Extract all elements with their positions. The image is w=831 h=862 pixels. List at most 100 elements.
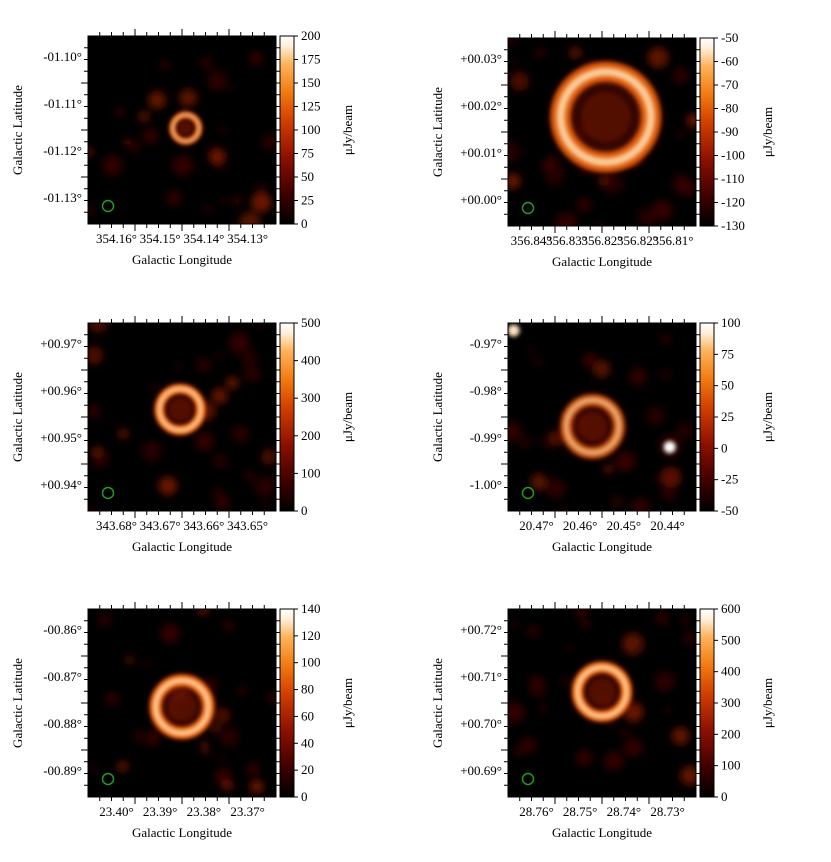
colorbar-label: μJy/beam (340, 678, 355, 728)
y-tick-label: -00.86° (43, 622, 82, 637)
colorbar-tick-label: 300 (301, 390, 321, 405)
colorbar-tick-label: -90 (721, 124, 738, 139)
point-source (663, 441, 676, 454)
colorbar-gradient (699, 322, 715, 512)
colorbar-tick-label: -70 (721, 77, 738, 92)
axis-ticks (81, 316, 283, 518)
y-axis-label: Galactic Latitude (430, 658, 445, 748)
colorbar: 140 120 100 80 60 40 20 0 μJy/beam (279, 601, 355, 804)
colorbar-tick-label: 100 (301, 465, 321, 480)
axis-ticks (501, 316, 703, 518)
y-tick-label: +00.72° (460, 622, 502, 637)
x-tick-label: 23.38° (187, 804, 221, 819)
colorbar-label: μJy/beam (340, 392, 355, 442)
x-tick-label: 20.45° (607, 518, 641, 533)
colorbar-tick-label: 150 (301, 75, 321, 90)
colorbar-tick-label: 75 (721, 346, 734, 361)
x-tick-label: 356.83° (546, 233, 587, 248)
x-axis-label: Galactic Longitude (132, 825, 232, 840)
beam-circle (521, 201, 535, 215)
colorbar-tick-label: 140 (301, 601, 321, 616)
x-tick-label: 343.65° (227, 518, 268, 533)
y-tick-label: -00.88° (43, 716, 82, 731)
y-tick-label: +00.69° (460, 763, 502, 778)
y-axis-label: Galactic Latitude (430, 87, 445, 177)
y-tick-label: +00.71° (460, 669, 502, 684)
x-tick-label: 343.67° (140, 518, 181, 533)
x-tick-label: 354.16° (96, 231, 137, 246)
colorbar-tick-label: -50 (721, 503, 738, 518)
colorbar-tick-label: 175 (301, 52, 321, 67)
source-ring (549, 60, 663, 174)
y-tick-label: +00.94° (40, 477, 82, 492)
colorbar-tick-label: 100 (721, 315, 741, 330)
colorbar: -50 -60 -70 -80 -90 -100 -110 -120 -130 μJy/beam (699, 30, 775, 233)
radio-image (89, 609, 276, 794)
y-axis-label: Galactic Latitude (430, 372, 445, 462)
y-tick-label: +00.96° (40, 383, 82, 398)
x-tick-label: 356.82° (617, 233, 658, 248)
colorbar-tick-label: -100 (721, 148, 745, 163)
colorbar-label: μJy/beam (340, 105, 355, 155)
colorbar-gradient (279, 608, 295, 798)
x-tick-label: 343.68° (96, 518, 137, 533)
colorbar-label: μJy/beam (760, 678, 775, 728)
colorbar-tick-label: 80 (301, 682, 314, 697)
colorbar-tick-label: 200 (301, 28, 321, 43)
colorbar-tick-label: -110 (721, 171, 744, 186)
colorbar-tick-label: 100 (301, 655, 321, 670)
source-ring (154, 383, 206, 436)
y-tick-label: +00.02° (460, 98, 502, 113)
beam-circle (101, 199, 115, 213)
radio-image (88, 323, 276, 511)
colorbar: 100 75 50 25 0 -25 -50 μJy/beam (699, 315, 775, 518)
x-tick-label: 20.47° (519, 518, 553, 533)
colorbar: 200 175 150 125 100 75 50 25 0 μJy/beam (279, 28, 355, 231)
x-tick-label: 354.14° (183, 231, 224, 246)
colorbar-gradient (279, 35, 295, 225)
panel-p5: 23.40° 23.39° 23.38° 23.37° -00.86° -00.87° -0… (10, 601, 355, 840)
x-tick-label: 343.66° (183, 518, 224, 533)
colorbar-tick-label: -130 (721, 218, 745, 233)
x-tick-label: 23.40° (99, 804, 133, 819)
colorbar-tick-label: 0 (301, 216, 308, 231)
colorbar-tick-label: -50 (721, 30, 738, 45)
colorbar: 500 400 300 200 100 0 μJy/beam (279, 315, 355, 518)
x-tick-label: 356.82° (582, 233, 623, 248)
x-axis-label: Galactic Longitude (132, 252, 232, 267)
radio-image (88, 51, 276, 224)
colorbar-tick-label: 50 (721, 378, 734, 393)
colorbar-tick-label: 100 (301, 122, 321, 137)
y-tick-label: +00.70° (460, 716, 502, 731)
y-tick-label: -01.11° (44, 96, 82, 111)
beam-circle (521, 486, 535, 500)
colorbar-tick-label: -80 (721, 101, 738, 116)
colorbar-tick-label: -120 (721, 195, 745, 210)
panel-p2: 356.84°356.83°356.82°356.82°356.81°+00.0… (430, 30, 775, 269)
y-tick-label: -0.99° (470, 430, 502, 445)
axis-ticks (501, 31, 703, 233)
x-axis-label: Galactic Longitude (552, 825, 652, 840)
x-tick-label: 28.73° (650, 804, 684, 819)
colorbar-tick-label: 25 (721, 409, 734, 424)
colorbar-tick-label: 100 (721, 758, 741, 773)
x-tick-label: 354.13° (227, 231, 268, 246)
colorbar-tick-label: 600 (721, 601, 741, 616)
panels-grid: 354.16° 354.15° 354.14° 354.13° -01.10° -01.1… (10, 28, 775, 840)
colorbar-tick-label: -25 (721, 472, 738, 487)
y-tick-label: +00.00° (460, 192, 502, 207)
x-axis-label: Galactic Longitude (132, 539, 232, 554)
x-tick-label: 356.81° (652, 233, 693, 248)
y-tick-label: +00.97° (40, 336, 82, 351)
colorbar-tick-label: 300 (721, 695, 741, 710)
source-ring (169, 111, 203, 145)
beam-circle (101, 486, 115, 500)
colorbar-tick-label: 0 (301, 503, 308, 518)
colorbar-label: μJy/beam (760, 392, 775, 442)
colorbar-tick-label: 0 (721, 440, 728, 455)
x-tick-label: 356.84° (511, 233, 552, 248)
x-tick-label: 20.46° (563, 518, 597, 533)
radio-image (508, 609, 696, 786)
colorbar-tick-label: 60 (301, 708, 314, 723)
